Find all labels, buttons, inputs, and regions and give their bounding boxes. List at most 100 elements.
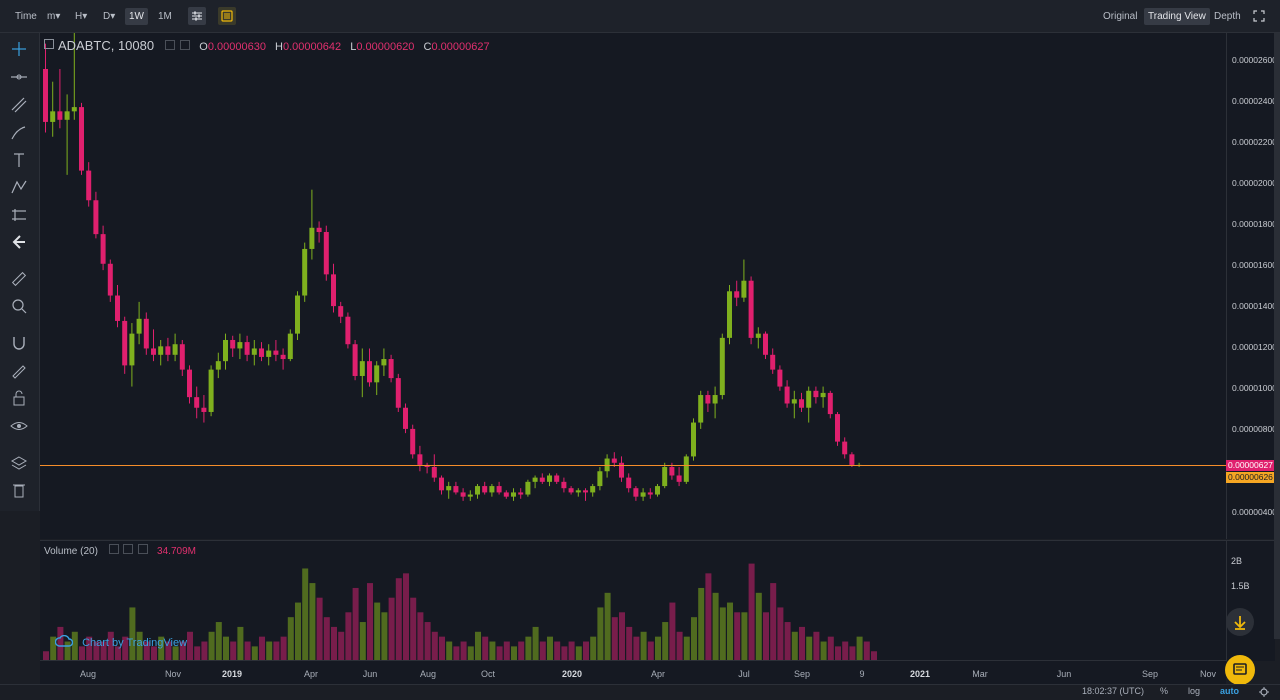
candle-body — [359, 361, 365, 376]
candle — [331, 263, 336, 313]
chat-button[interactable] — [1225, 655, 1255, 685]
volume-bar — [237, 626, 244, 661]
lock-drawing-icon[interactable] — [9, 360, 29, 380]
price-tick: 0.00001400 — [1232, 301, 1275, 311]
view-original-tab[interactable]: Original — [1103, 11, 1138, 22]
hours-dropdown[interactable]: H▾ — [75, 11, 88, 22]
cloud-logo-icon — [54, 634, 74, 647]
candle-body — [71, 107, 77, 112]
volume-bar — [50, 636, 57, 661]
candle-body — [244, 342, 250, 355]
candle — [395, 373, 401, 412]
candle — [763, 331, 768, 360]
candle-body — [331, 274, 336, 307]
volume-hide-icon[interactable] — [123, 544, 134, 554]
volume-chart[interactable] — [40, 541, 1226, 661]
minutes-dropdown[interactable]: m▾ — [47, 11, 61, 22]
back-arrow-icon[interactable] — [9, 232, 29, 252]
candle — [835, 411, 840, 446]
price-tick: 0.00002000 — [1232, 178, 1275, 188]
trend-lines-icon[interactable] — [9, 95, 29, 115]
auto-toggle[interactable]: auto — [1220, 686, 1239, 696]
volume-pane[interactable] — [40, 540, 1226, 661]
candle — [806, 386, 812, 423]
lock-icon[interactable] — [9, 388, 29, 408]
top-toolbar: Time m▾ H▾ D▾ 1W 1M Original Trading Vie… — [0, 0, 1280, 33]
tradingview-watermark[interactable]: Chart by TradingView — [54, 634, 187, 649]
volume-bar — [338, 631, 345, 661]
ruler-icon[interactable] — [9, 269, 29, 289]
days-dropdown[interactable]: D▾ — [103, 11, 116, 22]
candle — [719, 333, 725, 400]
volume-bar — [676, 631, 683, 661]
volume-settings-icon[interactable] — [108, 544, 119, 554]
gear-icon[interactable] — [1258, 686, 1270, 698]
candle-body — [763, 333, 768, 355]
volume-bar — [79, 646, 85, 661]
chart-settings-icon[interactable] — [188, 7, 206, 25]
candle-body — [374, 365, 380, 383]
candle — [107, 259, 113, 302]
close-value: 0.00000627 — [431, 41, 490, 53]
candle — [539, 473, 545, 484]
crosshair-icon[interactable] — [9, 39, 29, 59]
interval-1m-button[interactable]: 1M — [158, 11, 172, 22]
volume-bar — [323, 617, 330, 661]
candle — [856, 462, 862, 468]
volume-bar — [647, 641, 654, 661]
collapse-icon[interactable] — [44, 39, 54, 49]
price-tick: 0.00000400 — [1232, 507, 1275, 517]
indicators-icon[interactable] — [218, 7, 236, 25]
candle-body — [806, 390, 812, 408]
candle — [446, 481, 452, 499]
price-tick: 0.00001800 — [1232, 219, 1275, 229]
zoom-in-icon[interactable] — [9, 296, 29, 316]
volume-bar — [417, 612, 424, 661]
candle — [647, 488, 653, 499]
fullscreen-icon[interactable] — [1250, 7, 1268, 25]
candle — [410, 424, 416, 459]
percent-toggle[interactable]: % — [1160, 686, 1169, 696]
candlestick-chart[interactable] — [40, 33, 1226, 539]
view-trading-view-tab[interactable]: Trading View — [1144, 8, 1210, 25]
high-label: H — [275, 41, 283, 53]
volume-close-icon[interactable] — [138, 544, 149, 554]
horizontal-line-icon[interactable] — [9, 67, 29, 87]
hide-icon[interactable] — [180, 40, 191, 50]
pattern-icon[interactable] — [9, 177, 29, 197]
view-depth-tab[interactable]: Depth — [1214, 11, 1241, 22]
brush-icon[interactable] — [9, 123, 29, 143]
candle — [86, 162, 92, 207]
volume-bar — [856, 636, 863, 661]
candle-body — [554, 475, 560, 482]
prediction-icon[interactable] — [9, 205, 29, 225]
price-axis[interactable]: 0.00002600 0.00002400 0.00002200 0.00002… — [1226, 33, 1275, 539]
candle-body — [230, 339, 236, 349]
candle-body — [187, 369, 192, 398]
scroll-to-latest-button[interactable] — [1226, 608, 1254, 636]
volume-bar — [439, 636, 445, 661]
layers-icon[interactable] — [9, 453, 29, 473]
eye-icon[interactable] — [9, 416, 29, 436]
price-chart-pane[interactable] — [40, 33, 1226, 539]
candle-body — [165, 346, 171, 355]
volume-axis[interactable]: 2B 1.5B — [1226, 540, 1275, 661]
magnet-icon[interactable] — [9, 333, 29, 353]
time-axis[interactable] — [40, 660, 1226, 685]
text-tool-icon[interactable] — [9, 150, 29, 170]
time-menu[interactable]: Time — [15, 11, 37, 22]
volume-bar — [511, 646, 517, 661]
utc-clock[interactable]: 18:02:37 (UTC) — [1082, 686, 1145, 696]
interval-1w-button[interactable]: 1W — [125, 8, 148, 25]
candle-body — [525, 481, 531, 495]
candle-body — [446, 486, 452, 491]
right-scrollbar[interactable] — [1274, 33, 1280, 639]
candle — [338, 301, 344, 324]
candle — [172, 333, 178, 362]
settings-icon[interactable] — [165, 40, 176, 50]
trash-icon[interactable] — [9, 480, 29, 500]
candle — [777, 365, 783, 391]
log-toggle[interactable]: log — [1188, 686, 1201, 696]
volume-bar — [453, 646, 460, 661]
volume-bar — [611, 617, 618, 661]
